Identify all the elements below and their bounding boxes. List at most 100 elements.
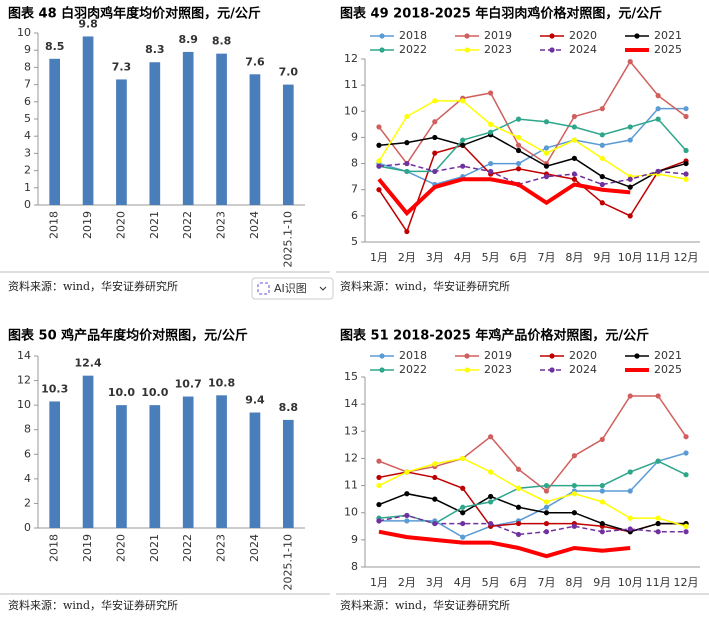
- point: [571, 491, 577, 497]
- legend-label: 2022: [399, 43, 427, 56]
- legend-label: 2018: [399, 29, 427, 42]
- x-tick-label: 4月: [454, 251, 472, 264]
- x-tick-label: 1月: [370, 576, 388, 589]
- point: [599, 181, 605, 188]
- line-series: [378, 452, 687, 538]
- point: [460, 534, 466, 540]
- bar: [282, 419, 294, 528]
- value-label: 9.4: [245, 394, 265, 407]
- point: [599, 499, 605, 505]
- point: [515, 504, 522, 510]
- line-series: [378, 162, 687, 186]
- point: [655, 116, 661, 122]
- chart-title: 图表 50 鸡产品年度均价对照图，元/公斤: [8, 328, 248, 344]
- point: [515, 142, 522, 148]
- y-tick-label: 5: [351, 235, 358, 248]
- x-tick-label: 7月: [537, 576, 555, 589]
- value-label: 10.3: [41, 382, 68, 395]
- point: [404, 491, 410, 497]
- y-tick-label: 3: [24, 146, 31, 159]
- legend-label: 2024: [569, 43, 597, 56]
- source: 资料来源：wind，华安证券研究所: [340, 279, 510, 293]
- point: [543, 150, 550, 156]
- legend-label: 2019: [484, 349, 512, 362]
- x-tick-label: 2019: [81, 211, 94, 239]
- point: [404, 228, 410, 235]
- y-tick-label: 10: [344, 506, 358, 519]
- x-tick-label: 2021: [148, 211, 161, 239]
- legend-marker: [464, 353, 470, 359]
- point: [683, 176, 689, 182]
- legend-label: 2023: [484, 363, 512, 376]
- point: [627, 213, 633, 219]
- point: [599, 132, 605, 138]
- point: [488, 469, 494, 475]
- point: [515, 466, 522, 472]
- bar: [249, 74, 261, 205]
- legend-marker: [379, 47, 385, 53]
- y-tick-label: 8: [24, 423, 31, 436]
- y-tick-label: 10: [344, 104, 358, 117]
- point: [599, 174, 605, 180]
- x-tick-label: 6月: [510, 576, 528, 589]
- legend-marker: [549, 33, 555, 39]
- point: [376, 158, 382, 164]
- point: [655, 106, 661, 112]
- point: [543, 145, 550, 151]
- bar: [149, 62, 161, 205]
- point: [599, 200, 605, 206]
- x-tick-label: 2018: [48, 534, 61, 562]
- y-tick-label: 6: [24, 95, 31, 108]
- value-label: 8.5: [45, 40, 65, 53]
- point: [655, 93, 661, 99]
- point: [543, 119, 550, 125]
- bar: [216, 395, 227, 528]
- point: [683, 106, 689, 112]
- x-tick-label: 3月: [426, 251, 444, 264]
- legend-label: 2022: [399, 363, 427, 376]
- x-tick-label: 10月: [618, 251, 643, 264]
- y-tick-label: 4: [24, 129, 31, 142]
- point: [543, 488, 550, 494]
- point: [627, 488, 633, 494]
- bar: [282, 84, 294, 205]
- point: [404, 168, 410, 175]
- x-tick-label: 2020: [114, 211, 127, 239]
- point: [460, 520, 466, 527]
- value-label: 7.0: [279, 66, 299, 79]
- ai-button[interactable]: AI识图: [251, 277, 334, 300]
- point: [543, 163, 550, 169]
- y-tick-label: 0: [24, 521, 31, 534]
- y-tick-label: 7: [351, 183, 358, 196]
- bar: [116, 79, 127, 205]
- point: [432, 461, 438, 467]
- point: [655, 529, 661, 535]
- bar: [182, 396, 194, 528]
- ai-button-label[interactable]: AI识图: [274, 282, 307, 295]
- point: [460, 455, 466, 462]
- point: [683, 450, 689, 456]
- point: [376, 458, 382, 464]
- y-tick-label: 6: [351, 209, 358, 222]
- point: [376, 124, 382, 130]
- bar: [49, 58, 61, 205]
- point: [543, 504, 550, 510]
- y-tick-label: 11: [344, 78, 358, 91]
- point: [515, 147, 522, 154]
- point: [571, 124, 577, 130]
- line-series: [378, 118, 687, 173]
- point: [488, 499, 494, 505]
- point: [376, 482, 382, 489]
- legend-marker: [549, 367, 555, 373]
- bar: [49, 401, 61, 528]
- x-tick-label: 2024: [248, 211, 261, 239]
- point: [404, 113, 410, 120]
- point: [376, 163, 382, 169]
- line-series: [378, 107, 687, 186]
- point: [488, 520, 494, 527]
- legend-label: 2021: [654, 29, 682, 42]
- point: [599, 436, 605, 443]
- x-tick-label: 5月: [482, 251, 500, 264]
- point: [627, 124, 633, 130]
